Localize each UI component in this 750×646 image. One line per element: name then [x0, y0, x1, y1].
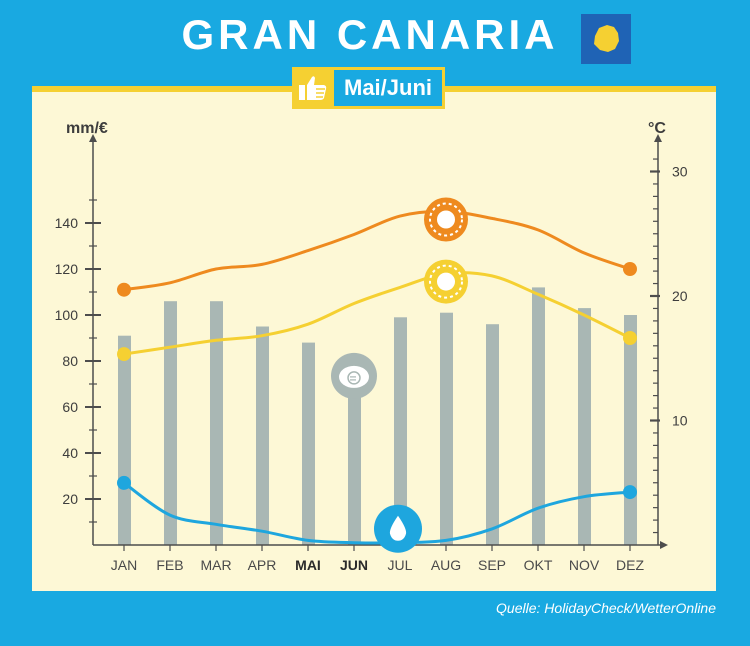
- left-tick-label: 20: [62, 491, 78, 507]
- piggy-bank-euro-icon: [331, 352, 377, 399]
- bar: [486, 324, 499, 545]
- line-endpoint: [117, 282, 131, 297]
- bar: [578, 308, 591, 545]
- sun-icon: [424, 197, 468, 242]
- right-axis-label: °C: [648, 120, 666, 137]
- x-tick-label: JUN: [340, 557, 368, 573]
- bar: [302, 342, 315, 545]
- left-tick-label: 100: [55, 307, 79, 323]
- bar: [118, 335, 131, 545]
- x-tick-label: FEB: [156, 557, 183, 573]
- line-endpoint: [117, 475, 131, 490]
- raindrop-icon: [374, 504, 422, 553]
- source-credit: Quelle: HolidayCheck/WetterOnline: [496, 600, 716, 616]
- x-tick-label: AUG: [431, 557, 461, 573]
- right-tick-label: 20: [672, 288, 688, 304]
- left-tick-label: 80: [62, 353, 78, 369]
- line-endpoint: [117, 347, 131, 362]
- right-axis-arrow: [654, 134, 662, 142]
- right-tick-label: 10: [672, 413, 688, 429]
- period-label: Mai/Juni: [334, 70, 443, 106]
- x-tick-label: DEZ: [616, 557, 644, 573]
- x-tick-label: JUL: [388, 557, 413, 573]
- line-endpoint: [623, 485, 637, 500]
- line-endpoint: [623, 262, 637, 276]
- left-axis-arrow: [89, 134, 97, 142]
- rainfall-line: [123, 481, 631, 545]
- x-tick-label: OKT: [524, 557, 553, 573]
- right-tick-label: 30: [672, 164, 688, 180]
- bar: [532, 287, 545, 545]
- x-tick-label: NOV: [569, 557, 600, 573]
- x-axis-arrow: [660, 541, 668, 549]
- bar: [164, 301, 177, 545]
- left-tick-label: 120: [55, 261, 79, 277]
- x-tick-label: APR: [248, 557, 277, 573]
- thumbs-up-icon: [292, 67, 334, 109]
- x-tick-label: JAN: [111, 557, 137, 573]
- max-temperature-line: [123, 209, 631, 292]
- bar: [210, 301, 223, 545]
- x-tick-label: MAR: [200, 557, 231, 573]
- x-tick-label: SEP: [478, 557, 506, 573]
- page-title: GRAN CANARIA: [181, 11, 559, 58]
- min-temperature-line: [123, 271, 631, 356]
- sun-icon: [424, 259, 468, 304]
- bar: [624, 315, 637, 545]
- bar: [394, 317, 407, 545]
- left-tick-label: 60: [62, 399, 78, 415]
- climate-chart: 20 40 60 80 100 120 140 mm/€ 10 20 30 °C JAN FEB MAR AP…: [55, 120, 688, 573]
- bar: [440, 312, 453, 545]
- line-endpoint: [623, 331, 637, 345]
- bar: [256, 326, 269, 545]
- left-tick-label: 140: [55, 215, 79, 231]
- period-badge: Mai/Juni: [292, 67, 446, 109]
- gran-canaria-island-icon: [581, 14, 631, 64]
- chart-panel: 20 40 60 80 100 120 140 mm/€ 10 20 30 °C JAN FEB MAR AP…: [32, 86, 716, 591]
- left-tick-label: 40: [62, 445, 78, 461]
- title-bar: GRAN CANARIA: [0, 10, 750, 60]
- x-tick-label: MAI: [295, 557, 321, 573]
- bar: [348, 390, 361, 545]
- left-axis-label: mm/€: [66, 120, 108, 137]
